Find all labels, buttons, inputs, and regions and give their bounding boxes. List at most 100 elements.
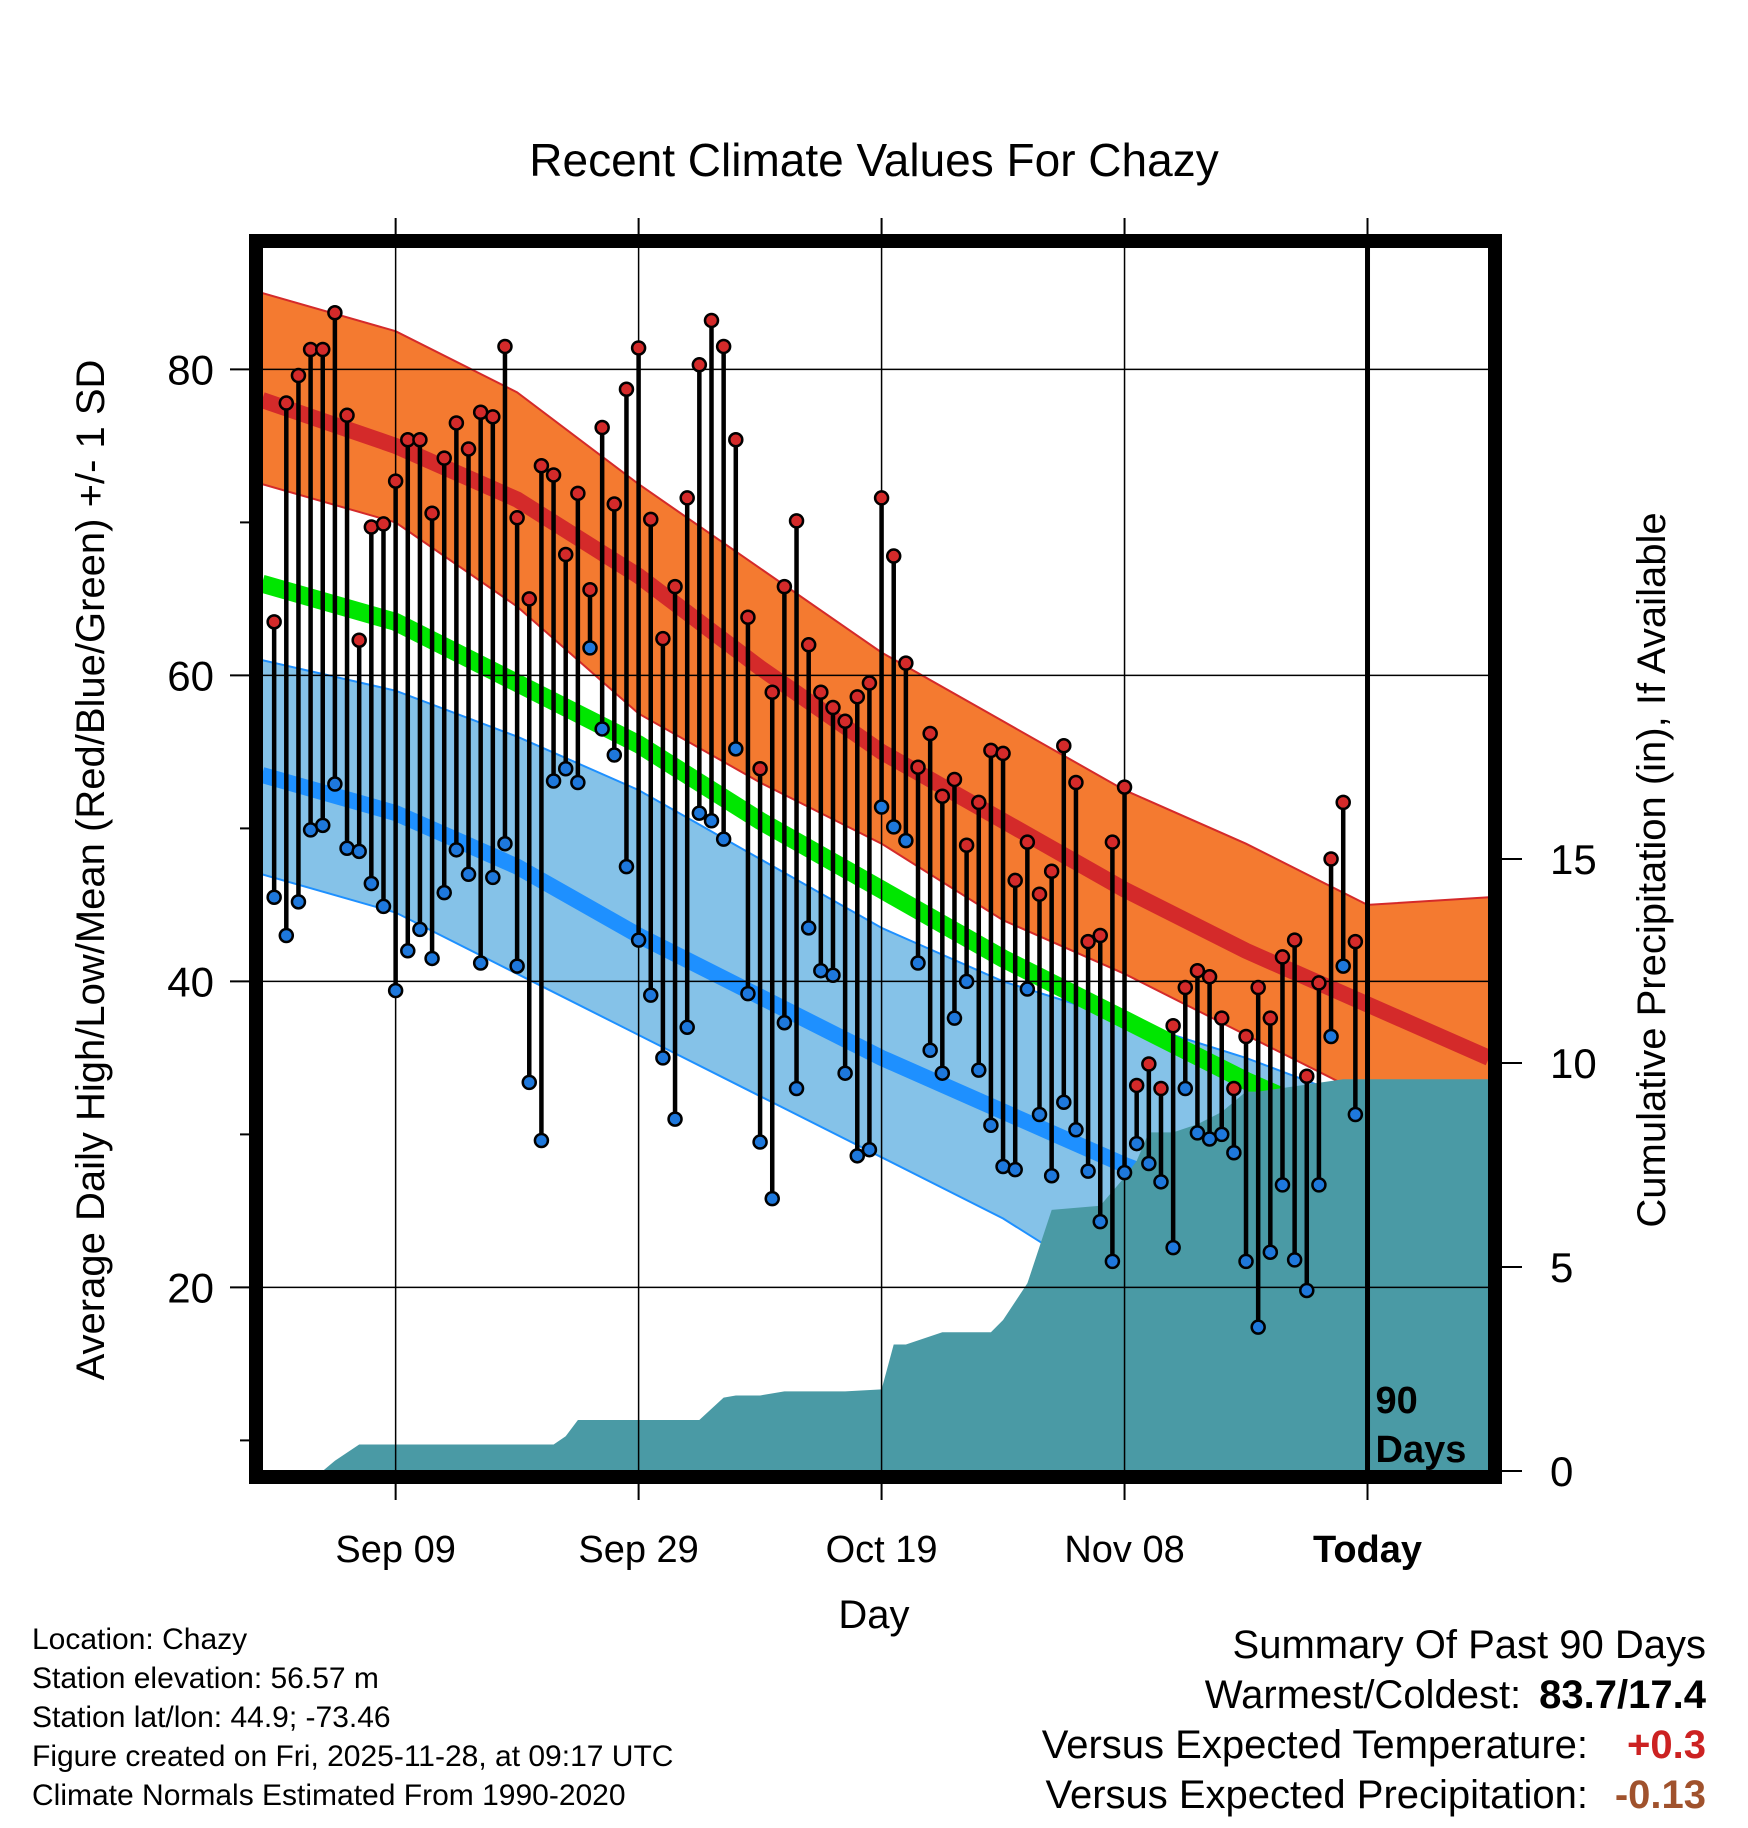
normals-text: Climate Normals Estimated From 1990-2020	[32, 1779, 626, 1812]
daily-high-point	[667, 578, 683, 595]
chart-title: Recent Climate Values For Chazy	[529, 134, 1218, 186]
daily-low-point	[1335, 958, 1351, 974]
daily-low-point	[873, 799, 890, 815]
daily-low-point	[424, 950, 440, 967]
daily-high-point	[485, 409, 501, 425]
daily-low-point	[460, 866, 477, 883]
daily-low-point	[266, 889, 282, 905]
daily-low-point	[606, 747, 623, 763]
daily-low-point	[557, 760, 574, 777]
daily-high-point	[958, 837, 975, 853]
daily-low-point	[630, 932, 647, 948]
temp-value: +0.3	[1627, 1723, 1706, 1767]
daily-low-point	[679, 1019, 695, 1036]
daily-high-point	[1177, 979, 1194, 996]
daily-low-point	[1177, 1080, 1194, 1097]
daily-low-point	[1311, 1177, 1327, 1193]
daily-low-point	[667, 1111, 683, 1127]
daily-low-point	[533, 1132, 550, 1149]
daily-low-point	[788, 1080, 805, 1097]
y2-tick-label: 0	[1550, 1448, 1573, 1495]
daily-low-point	[715, 831, 732, 847]
daily-low-point	[1189, 1125, 1206, 1141]
x-tick-label: Sep 29	[578, 1529, 698, 1571]
daily-low-point	[1213, 1126, 1230, 1143]
daily-low-point	[1019, 981, 1036, 997]
daily-high-point	[327, 305, 343, 321]
daily-high-point	[1068, 774, 1084, 791]
daily-low-point	[1007, 1161, 1023, 1178]
daily-high-point	[1043, 863, 1060, 879]
daily-low-point	[545, 773, 562, 789]
daily-low-point	[314, 817, 331, 834]
daily-high-point	[533, 458, 550, 474]
daily-high-point	[813, 684, 829, 700]
y2-tick-label: 10	[1550, 1040, 1597, 1087]
daily-high-point	[1286, 932, 1303, 948]
daily-high-point	[545, 467, 562, 483]
observations	[266, 305, 1364, 1335]
daily-low-point	[1262, 1244, 1279, 1260]
latlon-text: Station lat/lon: 44.9; -73.46	[32, 1701, 391, 1734]
temp-row: Versus Expected Temperature: +0.3	[1042, 1720, 1706, 1770]
daily-low-point	[1274, 1177, 1291, 1193]
daily-high-point	[1311, 975, 1327, 991]
daily-high-point	[825, 699, 841, 716]
temp-label: Versus Expected Temperature:	[1041, 1723, 1588, 1767]
daily-low-point	[922, 1042, 938, 1058]
daily-low-point	[764, 1190, 780, 1207]
daily-high-point	[910, 759, 926, 775]
daily-high-point	[715, 338, 732, 355]
daily-low-point	[1068, 1122, 1084, 1138]
daily-high-point	[995, 745, 1011, 762]
daily-high-point	[290, 367, 307, 384]
x-tick-label: Nov 08	[1064, 1529, 1184, 1571]
daily-high-point	[278, 395, 295, 411]
x-tick-label: Sep 09	[335, 1529, 455, 1571]
today-days-label: 90	[1376, 1380, 1418, 1422]
daily-low-point	[971, 1062, 987, 1078]
y-tick-label: 20	[167, 1264, 214, 1311]
plot-border	[249, 234, 1502, 1484]
daily-low-point	[509, 958, 525, 974]
daily-high-point	[1213, 1010, 1230, 1026]
daily-high-point	[1299, 1068, 1315, 1085]
daily-high-point	[1128, 1077, 1145, 1094]
daily-low-point	[1347, 1106, 1364, 1123]
warm-cold-value: 83.7/17.4	[1539, 1673, 1706, 1717]
daily-high-point	[460, 441, 477, 457]
daily-high-point	[728, 432, 744, 448]
daily-high-point	[1189, 962, 1206, 979]
daily-high-point	[934, 788, 951, 805]
precip-label: Versus Expected Precipitation:	[1045, 1773, 1588, 1817]
daily-high-point	[606, 496, 623, 512]
daily-low-point	[691, 805, 708, 821]
daily-low-point	[1080, 1163, 1096, 1179]
daily-high-point	[412, 432, 428, 448]
daily-low-point	[655, 1050, 671, 1066]
daily-low-point	[472, 955, 489, 971]
daily-low-point	[825, 967, 841, 984]
daily-high-point	[1323, 851, 1339, 867]
daily-low-point	[1056, 1094, 1072, 1111]
daily-low-point	[1226, 1145, 1242, 1161]
daily-high-point	[1262, 1010, 1279, 1026]
precip-row: Versus Expected Precipitation: -0.13	[1042, 1770, 1706, 1820]
daily-low-point	[387, 982, 404, 999]
daily-high-point	[946, 771, 963, 788]
daily-high-point	[679, 490, 695, 506]
daily-high-point	[1274, 949, 1291, 965]
daily-low-point	[849, 1148, 866, 1164]
today-days-label: Days	[1376, 1429, 1467, 1471]
daily-high-point	[266, 614, 282, 630]
daily-low-point	[946, 1010, 963, 1026]
created-text: Figure created on Fri, 2025-11-28, at 09…	[32, 1740, 674, 1773]
daily-high-point	[752, 760, 768, 777]
daily-low-point	[448, 842, 465, 858]
daily-low-point	[485, 869, 501, 886]
daily-high-point	[740, 609, 756, 626]
daily-high-point	[837, 713, 853, 730]
daily-high-point	[618, 381, 635, 398]
daily-high-point	[764, 684, 780, 700]
daily-low-point	[290, 894, 307, 910]
